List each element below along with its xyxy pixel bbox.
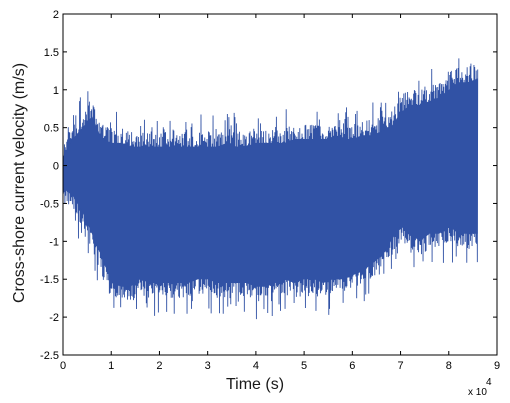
x-tick-label: 7 [397, 360, 403, 372]
x-scale-exponent: 4 [486, 377, 492, 388]
series-layer [62, 58, 479, 320]
y-tick-label: -1 [49, 236, 59, 248]
series-band [63, 78, 478, 287]
ticks-layer [62, 13, 498, 356]
x-tick-label: 4 [253, 360, 259, 372]
y-tick-label: 1 [53, 85, 59, 97]
y-tick-label: 1.5 [44, 47, 59, 59]
y-tick-label: 0.5 [44, 123, 59, 135]
x-tick-label: 2 [156, 360, 162, 372]
labels-layer: 0 1 2 3 4 5 6 7 8 9 -2.5 -2 -1.5 -1 -0.5 0 0.5 1 1.5 2 [40, 9, 500, 372]
y-axis-title: Cross-shore current velocity (m/s) [11, 63, 28, 303]
x-tick-label: 8 [446, 360, 452, 372]
y-tick-label: -2 [49, 312, 59, 324]
x-tick-label: 3 [205, 360, 211, 372]
x-tick-label: 9 [494, 360, 500, 372]
y-tick-label: 2 [53, 9, 59, 21]
x-tick-label: 5 [301, 360, 307, 372]
y-tick-label: -1.5 [40, 274, 59, 286]
x-tick-label: 1 [108, 360, 114, 372]
plot-frame [62, 13, 498, 356]
x-axis-title: Time (s) [226, 376, 284, 393]
y-tick-label: -2.5 [40, 350, 59, 362]
x-tick-label: 0 [60, 360, 66, 372]
y-tick-label: 0 [53, 161, 59, 173]
y-tick-label: -0.5 [40, 198, 59, 210]
x-scale-label: x 10 [468, 387, 487, 398]
x-tick-label: 6 [349, 360, 355, 372]
